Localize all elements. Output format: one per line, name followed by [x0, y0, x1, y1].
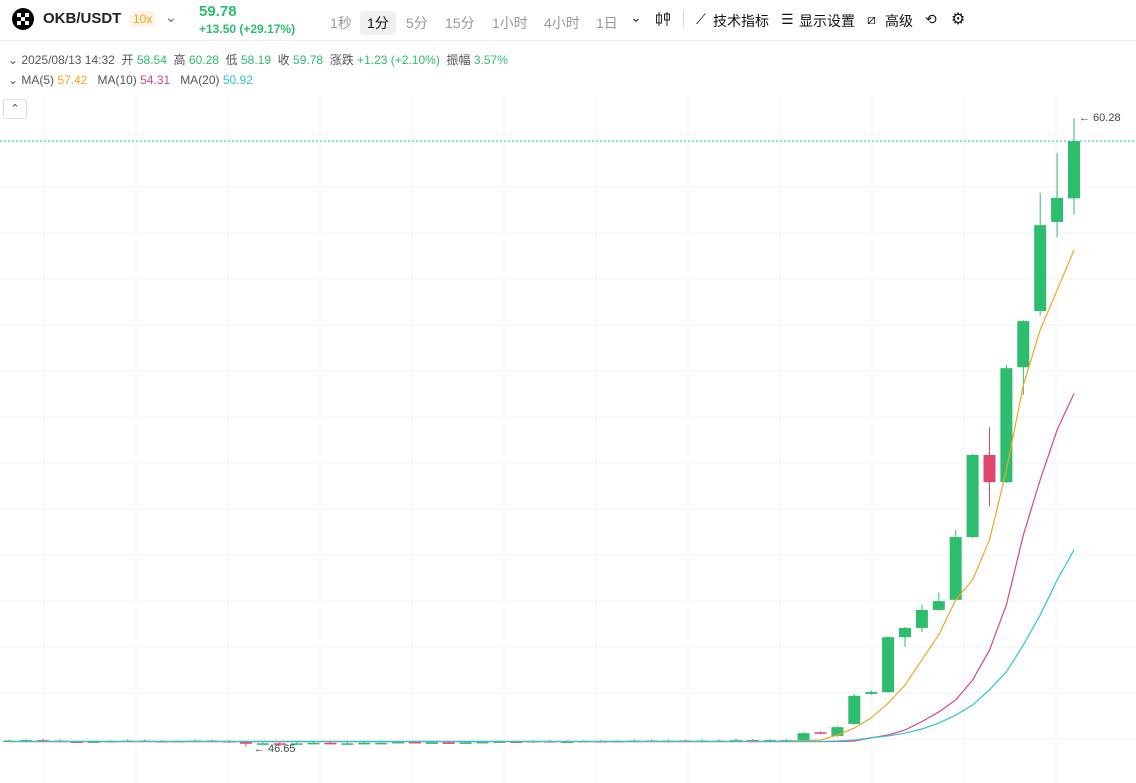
value: 3.57%	[473, 53, 508, 67]
candle-body	[324, 742, 337, 745]
candle-body	[37, 740, 50, 742]
label: 开	[121, 53, 134, 67]
candle-body	[70, 741, 83, 743]
value: 60.28	[188, 53, 219, 67]
candle-body	[20, 740, 33, 742]
candle-body	[966, 454, 979, 538]
label: 低	[225, 53, 238, 67]
candle-body	[256, 743, 269, 745]
candle-body	[1017, 321, 1030, 368]
value: +1.23 (+2.10%)	[357, 53, 440, 67]
ma-name: MA(20)	[180, 73, 220, 87]
candle-body	[1051, 197, 1064, 222]
candle-body	[730, 740, 742, 742]
ma-value: 50.92	[222, 73, 253, 87]
candle-body	[408, 741, 421, 744]
ma-value: 57.42	[57, 73, 88, 87]
candle-body	[510, 741, 523, 743]
ma-line	[9, 249, 1075, 743]
chart: ← 60.28 ← 46.65	[0, 95, 1136, 783]
min-annotation: ← 46.65	[254, 743, 296, 755]
reset-icon[interactable]: ⟲	[925, 11, 937, 27]
value: 58.54	[136, 53, 167, 67]
dropdown[interactable]: ⌄	[165, 9, 177, 25]
interval[interactable]: 1小时	[492, 15, 528, 31]
ma-line	[9, 393, 1075, 743]
candle-body	[459, 742, 472, 744]
interval[interactable]: 15分	[445, 15, 475, 31]
max-annotation: ← 60.28	[1079, 112, 1121, 124]
candle-body	[341, 743, 354, 745]
chart-type-icon[interactable]	[655, 11, 671, 27]
value: 59.78	[293, 53, 324, 67]
gear-icon[interactable]: ⚙	[951, 11, 966, 28]
separator	[683, 10, 684, 28]
label: 高	[173, 53, 186, 67]
candle-body	[831, 727, 844, 736]
header: OKB/USDT 10x ⌄ 59.78 +13.50 (+29.17%) 1秒…	[0, 0, 1136, 41]
candle-body	[476, 741, 489, 744]
candle-body	[848, 695, 861, 724]
datetime: 2025/08/13 14:32	[21, 53, 115, 67]
interval[interactable]: 1秒	[330, 15, 352, 31]
indicator-icon[interactable]: ⟋	[696, 11, 706, 27]
candle-body	[358, 742, 371, 745]
tool[interactable]: 显示设置	[799, 13, 855, 29]
last-price: 59.78	[199, 3, 237, 20]
leverage: 10x	[130, 11, 156, 27]
ohlc-row: ⌄ 2025/08/13 14:32 开 58.54 高 60.28 低 58.…	[8, 51, 508, 68]
candle-body	[239, 741, 252, 744]
tool[interactable]: 高级	[885, 13, 913, 29]
candle-body	[442, 742, 455, 744]
label: 涨跌	[329, 53, 354, 67]
settings-icon[interactable]: ☰	[781, 11, 794, 27]
pair[interactable]: OKB/USDT	[43, 10, 122, 27]
chevron[interactable]: ⌄	[8, 53, 22, 67]
candle-body	[1000, 368, 1013, 483]
ma-name: MA(5)	[21, 73, 55, 87]
logo	[12, 8, 34, 30]
label: 收	[277, 53, 290, 67]
ma-row: ⌄ MA(5) 57.42 MA(10) 54.31 MA(20) 50.92	[8, 73, 253, 87]
candle-body	[865, 692, 878, 694]
candle-body	[87, 741, 100, 743]
ma-value: 54.31	[140, 73, 171, 87]
candle-body	[797, 733, 810, 741]
candle-body	[746, 740, 759, 742]
more-intervals[interactable]: ⌄	[630, 9, 642, 25]
candle-body	[763, 740, 776, 742]
candle-body	[882, 637, 895, 693]
candle-body	[1034, 225, 1047, 311]
candle-body	[290, 743, 303, 745]
candle-body	[1068, 141, 1080, 199]
price-change: +13.50 (+29.17%)	[199, 22, 296, 36]
candle-body	[561, 741, 573, 743]
candle-body	[392, 741, 404, 744]
candle-body	[375, 742, 388, 745]
candle-body	[814, 732, 827, 734]
ma-name: MA(10)	[97, 73, 137, 87]
chevron[interactable]: ⌄	[8, 73, 22, 87]
candle-body	[899, 627, 911, 638]
interval[interactable]: 5分	[406, 15, 428, 31]
candle-body	[915, 609, 928, 628]
label: 振幅	[446, 53, 471, 67]
candle-body	[983, 454, 996, 483]
interval[interactable]: 1分	[360, 11, 396, 35]
ma-line	[9, 549, 1075, 743]
advanced-icon[interactable]: ⧄	[867, 11, 876, 27]
interval[interactable]: 1日	[596, 15, 618, 31]
candle-body	[307, 742, 320, 745]
candle-body	[425, 742, 438, 744]
value: 58.19	[240, 53, 271, 67]
candle-body	[949, 537, 962, 600]
candle-body	[273, 743, 286, 745]
candle-body	[932, 601, 945, 610]
candle-body	[493, 741, 506, 743]
tool[interactable]: 技术指标	[713, 13, 769, 29]
collapse-button[interactable]: ⌃	[3, 99, 27, 119]
interval[interactable]: 4小时	[544, 15, 580, 31]
